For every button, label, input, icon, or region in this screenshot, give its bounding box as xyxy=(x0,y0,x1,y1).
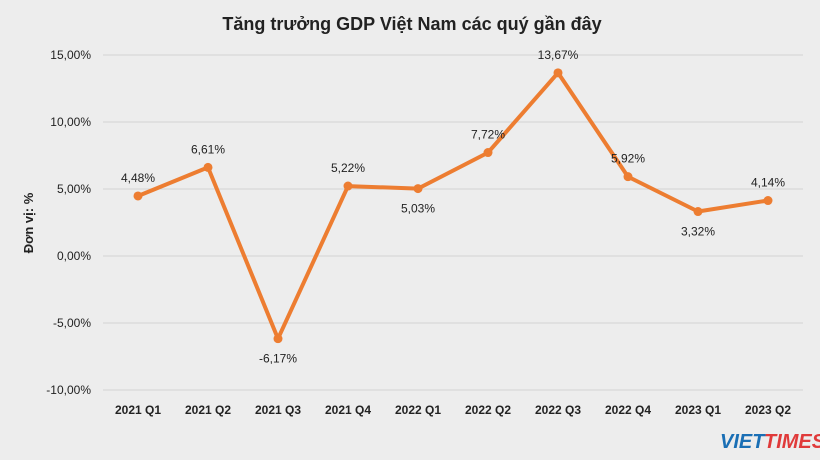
data-label: 4,48% xyxy=(121,171,155,185)
data-point xyxy=(763,196,773,206)
data-point xyxy=(273,334,283,344)
data-labels: 4,48% 6,61% -6,17% 5,22% 5,03% 7,72% 13,67% 5,9… xyxy=(121,48,785,366)
x-tick-label: 2021 Q4 xyxy=(325,403,371,417)
data-label: -6,17% xyxy=(259,352,297,366)
data-point xyxy=(343,181,353,191)
data-label: 13,67% xyxy=(538,48,579,62)
x-tick-label: 2021 Q2 xyxy=(185,403,231,417)
data-label: 4,14% xyxy=(751,176,785,190)
x-tick-labels: 2021 Q1 2021 Q2 2021 Q3 2021 Q4 2022 Q1 2022 … xyxy=(115,403,791,417)
logo-part-times: TIMES xyxy=(764,431,820,453)
data-label: 3,32% xyxy=(681,225,715,239)
y-tick-label: -10,00% xyxy=(46,383,91,397)
x-tick-label: 2022 Q3 xyxy=(535,403,581,417)
y-tick-label: 5,00% xyxy=(57,182,91,196)
data-points xyxy=(133,68,773,344)
series-line xyxy=(136,70,770,341)
viettimes-logo: VIET TIMES xyxy=(720,431,820,453)
data-label: 5,92% xyxy=(611,152,645,166)
chart-title: Tăng trưởng GDP Việt Nam các quý gần đây xyxy=(222,14,601,34)
data-label: 6,61% xyxy=(191,142,225,156)
y-tick-label: 15,00% xyxy=(50,48,91,62)
data-label: 5,03% xyxy=(401,202,435,216)
y-tick-label: 0,00% xyxy=(57,249,91,263)
y-axis-label: Đơn vị: % xyxy=(21,192,36,253)
x-tick-label: 2021 Q3 xyxy=(255,403,301,417)
y-tick-labels: 15,00% 10,00% 5,00% 0,00% -5,00% -10,00% xyxy=(46,48,91,397)
logo-part-viet: VIET xyxy=(720,431,766,453)
data-point xyxy=(623,172,633,182)
y-tick-label: 10,00% xyxy=(50,115,91,129)
data-label: 5,22% xyxy=(331,161,365,175)
data-point xyxy=(413,184,423,194)
data-point xyxy=(203,162,213,172)
data-point xyxy=(553,68,563,78)
x-tick-label: 2022 Q1 xyxy=(395,403,441,417)
y-tick-label: -5,00% xyxy=(53,316,91,330)
x-tick-label: 2022 Q4 xyxy=(605,403,651,417)
x-tick-label: 2023 Q1 xyxy=(675,403,721,417)
data-label: 7,72% xyxy=(471,128,505,142)
x-tick-label: 2021 Q1 xyxy=(115,403,161,417)
data-point xyxy=(693,207,703,217)
grid-lines xyxy=(103,54,803,391)
data-point xyxy=(133,191,143,201)
data-point xyxy=(483,148,493,158)
x-tick-label: 2022 Q2 xyxy=(465,403,511,417)
x-tick-label: 2023 Q2 xyxy=(745,403,791,417)
